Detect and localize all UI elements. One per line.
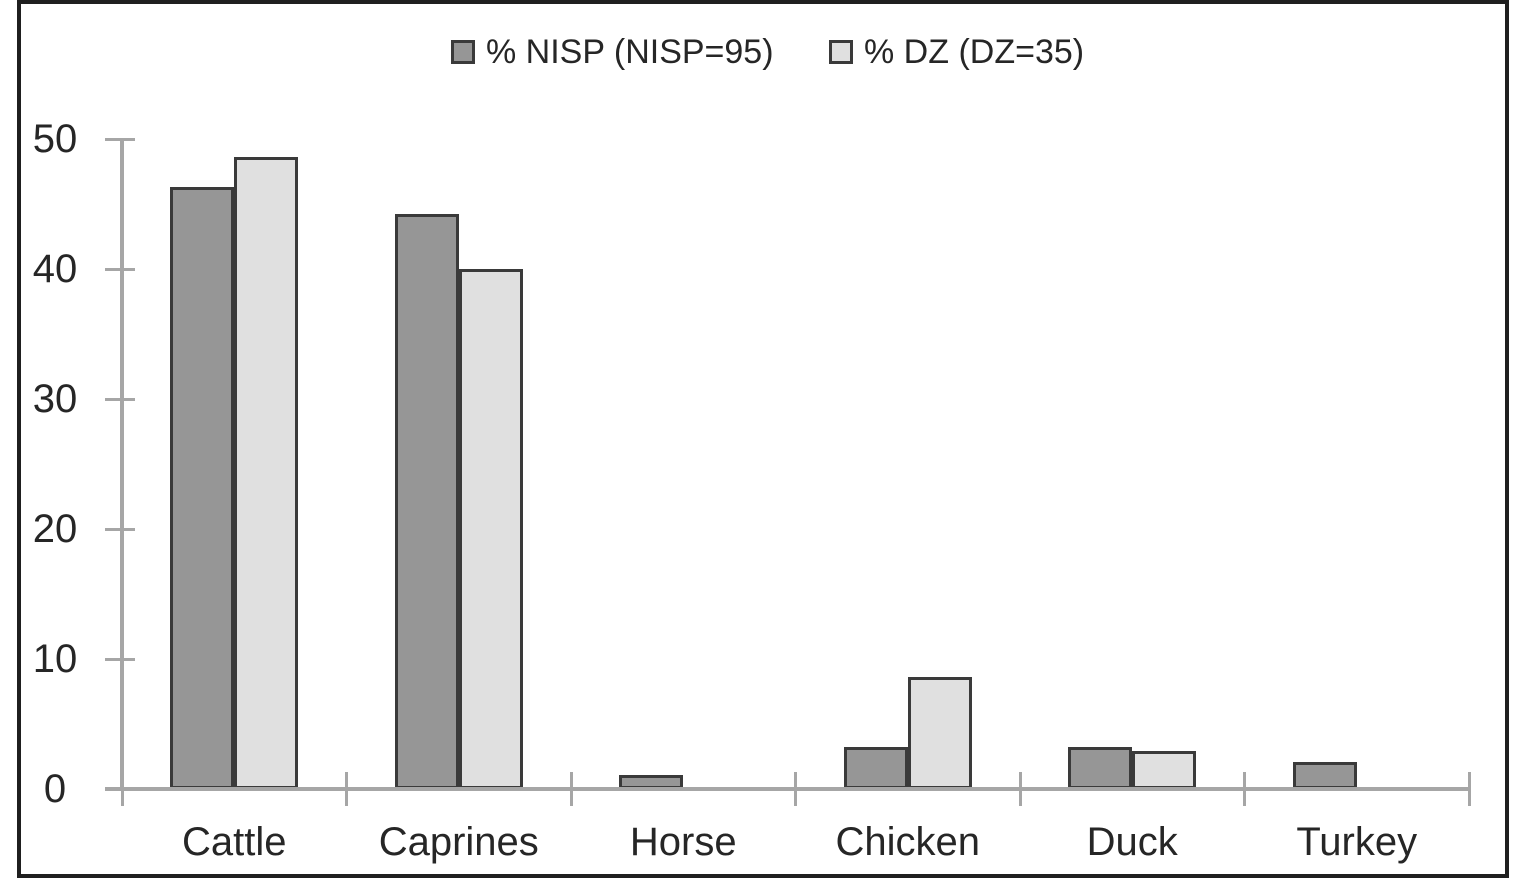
legend-item-dz: % DZ (DZ=35) [829,33,1085,71]
y-axis-tick [105,137,135,141]
x-axis-tick [1467,772,1471,806]
legend-label-nisp: % NISP (NISP=95) [486,33,774,71]
y-axis-tick [105,397,135,401]
y-axis-tick [105,267,135,271]
y-axis-line [120,139,124,791]
x-axis-category-label: Duck [1086,820,1178,864]
bar-chicken-dz [907,677,972,789]
bar-caprines-nisp [394,214,459,789]
bar-chicken-nisp [843,747,908,789]
figure-border [17,0,1509,878]
y-axis-tick-label: 40 [32,247,78,291]
y-axis-tick [105,657,135,661]
legend-swatch-dz [829,40,853,64]
bar-cattle-nisp [170,187,235,789]
y-axis-tick-label: 10 [32,637,78,681]
bar-duck-nisp [1068,747,1133,789]
x-axis-tick [569,772,573,806]
legend-label-dz: % DZ (DZ=35) [864,33,1085,71]
y-axis-tick-label: 0 [43,767,67,811]
legend-item-nisp: % NISP (NISP=95) [451,33,774,71]
bar-duck-dz [1132,751,1197,789]
y-axis-tick-label: 20 [32,507,78,551]
x-axis-category-label: Cattle [182,820,287,864]
x-axis-line [105,787,1471,791]
legend-swatch-nisp [451,40,475,64]
y-axis-tick [105,787,135,791]
x-axis-tick [345,772,348,806]
bar-turkey-nisp [1292,761,1357,789]
y-axis-tick [105,527,135,531]
x-axis-category-label: Turkey [1296,820,1418,864]
bar-cattle-dz [234,157,299,789]
x-axis-category-label: Caprines [378,820,539,864]
x-axis-category-label: Chicken [835,820,980,864]
y-axis-tick-label: 50 [32,117,78,161]
x-axis-tick [1243,772,1246,806]
y-axis-tick-label: 30 [32,377,78,421]
x-axis-tick [794,772,797,806]
bar-caprines-dz [458,269,523,789]
x-axis-category-label: Horse [629,820,737,864]
x-axis-tick [120,772,124,806]
x-axis-tick [1018,772,1022,806]
